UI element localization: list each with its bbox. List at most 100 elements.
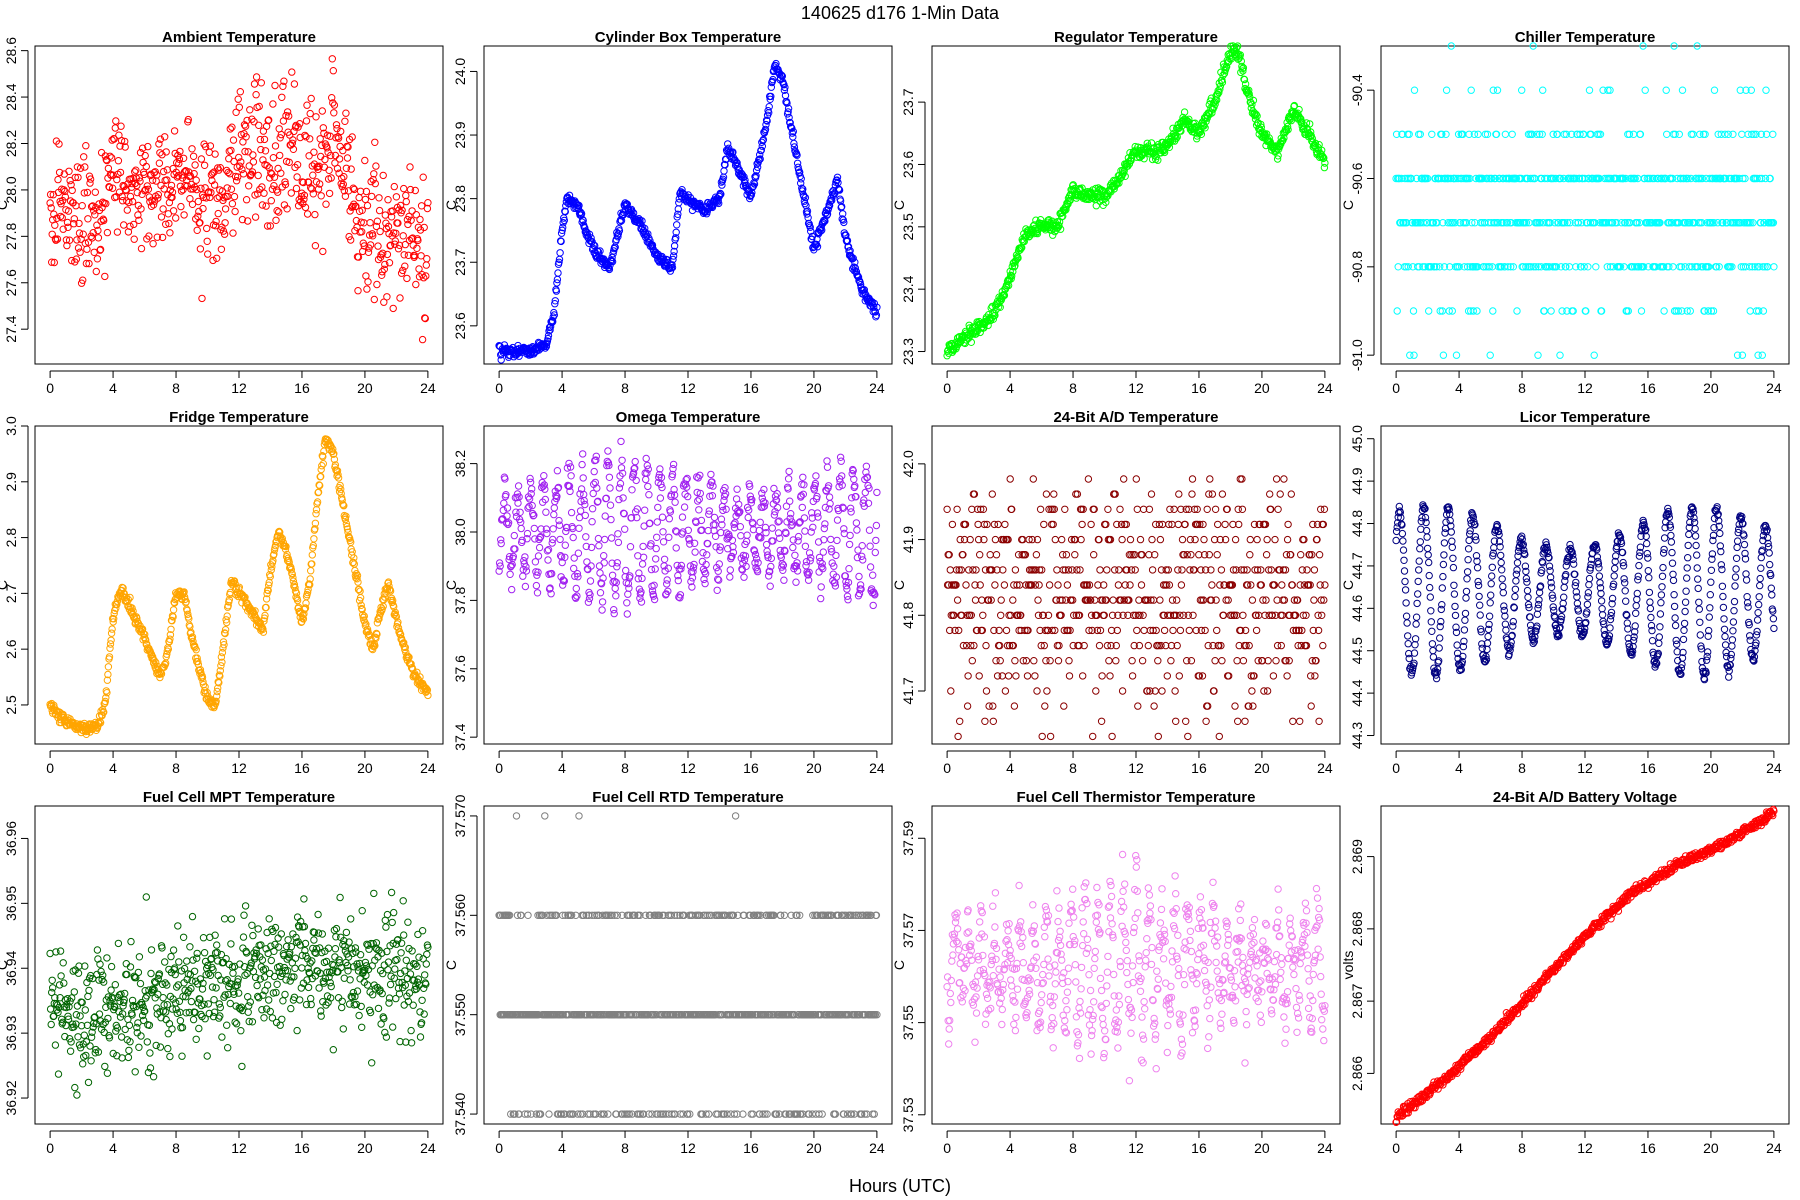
data-point <box>75 219 83 228</box>
data-point <box>340 187 348 195</box>
data-point <box>634 218 642 226</box>
data-point <box>623 599 631 607</box>
data-point <box>301 203 310 212</box>
data-point <box>663 576 671 584</box>
data-point <box>799 473 807 481</box>
data-point <box>535 543 544 552</box>
data-point <box>237 158 245 166</box>
data-point <box>203 237 211 246</box>
data-point <box>606 484 614 492</box>
data-point <box>726 566 734 574</box>
x-tick-label: 0 <box>943 380 951 396</box>
data-point <box>194 212 202 221</box>
data-point <box>845 540 854 549</box>
data-point <box>208 169 217 177</box>
data-point <box>1105 657 1113 665</box>
data-point <box>93 255 102 263</box>
data-point <box>66 176 74 185</box>
x-tick-label: 12 <box>231 760 247 776</box>
data-point <box>412 280 420 289</box>
data-point <box>190 170 198 178</box>
data-point <box>292 121 300 130</box>
data-point <box>329 67 337 75</box>
data-point <box>381 211 389 219</box>
data-point <box>671 498 679 506</box>
data-point <box>1140 626 1148 635</box>
data-point <box>319 247 327 256</box>
data-point <box>105 183 114 192</box>
data-point <box>402 191 410 200</box>
data-point <box>832 551 840 560</box>
x-tick-label: 12 <box>680 380 696 396</box>
data-point <box>595 562 604 570</box>
data-point <box>161 133 169 141</box>
x-tick-label: 4 <box>558 760 566 776</box>
data-point <box>659 528 667 536</box>
data-point <box>650 581 658 589</box>
data-point <box>96 246 104 254</box>
data-point <box>873 488 881 497</box>
data-point <box>265 164 273 172</box>
data-point <box>573 592 581 600</box>
data-point <box>91 188 100 196</box>
data-point <box>417 202 426 210</box>
data-point <box>281 180 290 189</box>
data-point <box>216 164 225 172</box>
data-point <box>317 192 325 200</box>
data-point <box>846 531 854 540</box>
data-point <box>275 208 283 216</box>
data-point <box>234 173 242 181</box>
data-point <box>644 230 652 238</box>
data-point <box>871 548 879 557</box>
data-point <box>1060 702 1068 710</box>
data-point <box>1009 596 1017 604</box>
data-point <box>819 548 827 556</box>
data-point <box>998 672 1006 680</box>
x-axis-label: Hours (UTC) <box>849 1176 951 1196</box>
data-point <box>1171 687 1179 695</box>
data-point <box>549 525 557 533</box>
data-point <box>289 145 298 154</box>
data-point <box>121 137 129 146</box>
data-point <box>174 151 182 160</box>
x-tick-label: 16 <box>743 760 759 776</box>
data-point <box>310 148 318 156</box>
data-point <box>789 543 797 552</box>
plot-frame <box>34 45 444 365</box>
data-point <box>1006 475 1014 483</box>
x-tick-label: 24 <box>869 760 885 776</box>
data-point <box>116 142 124 150</box>
data-point <box>575 201 583 210</box>
data-point <box>656 494 665 502</box>
data-point <box>174 172 183 180</box>
data-point <box>691 548 699 556</box>
data-point <box>281 178 289 186</box>
data-point <box>80 153 88 161</box>
data-point <box>223 612 231 620</box>
data-point <box>743 531 751 539</box>
data-point <box>837 457 845 465</box>
data-point <box>801 542 810 550</box>
data-point <box>176 147 184 156</box>
data-point <box>1170 505 1178 513</box>
data-point <box>344 143 352 151</box>
data-point <box>396 294 404 302</box>
data-point <box>162 220 170 229</box>
data-point <box>766 582 774 590</box>
data-point <box>623 610 631 618</box>
y-axis-label: C <box>443 200 459 210</box>
data-point <box>200 161 209 170</box>
data-point <box>156 135 165 143</box>
data-point <box>157 213 166 221</box>
data-point <box>329 99 337 107</box>
y-tick-label: 38.0 <box>452 518 468 545</box>
data-point <box>560 216 568 225</box>
data-point <box>309 190 317 198</box>
data-point <box>143 182 152 190</box>
x-tick-label: 8 <box>621 380 629 396</box>
data-point <box>792 578 800 586</box>
y-tick-label: 41.8 <box>900 601 916 628</box>
